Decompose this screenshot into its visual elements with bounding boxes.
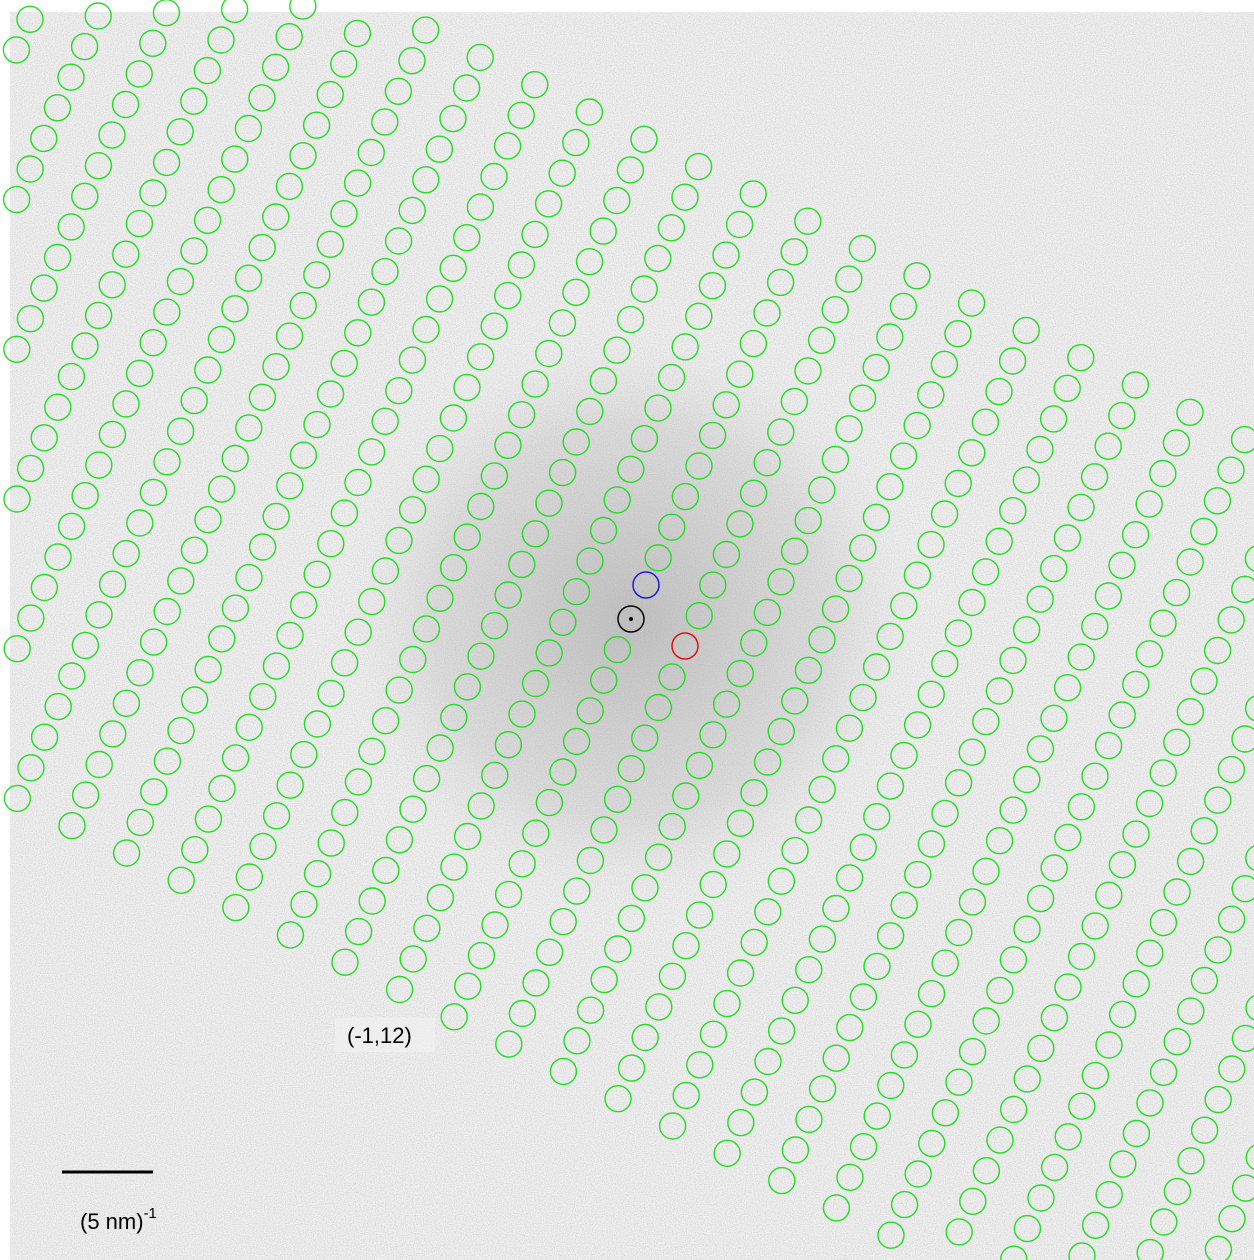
scale-unit: (5 nm) — [80, 1209, 144, 1234]
index-label: (-1,12) — [347, 1023, 412, 1048]
scale-exponent: -1 — [144, 1205, 157, 1222]
diffraction-image: (-1,12) (5 nm)-1 — [0, 0, 1254, 1260]
origin-spot — [629, 617, 633, 621]
diffraction-view: (-1,12) (5 nm)-1 — [0, 0, 1254, 1260]
